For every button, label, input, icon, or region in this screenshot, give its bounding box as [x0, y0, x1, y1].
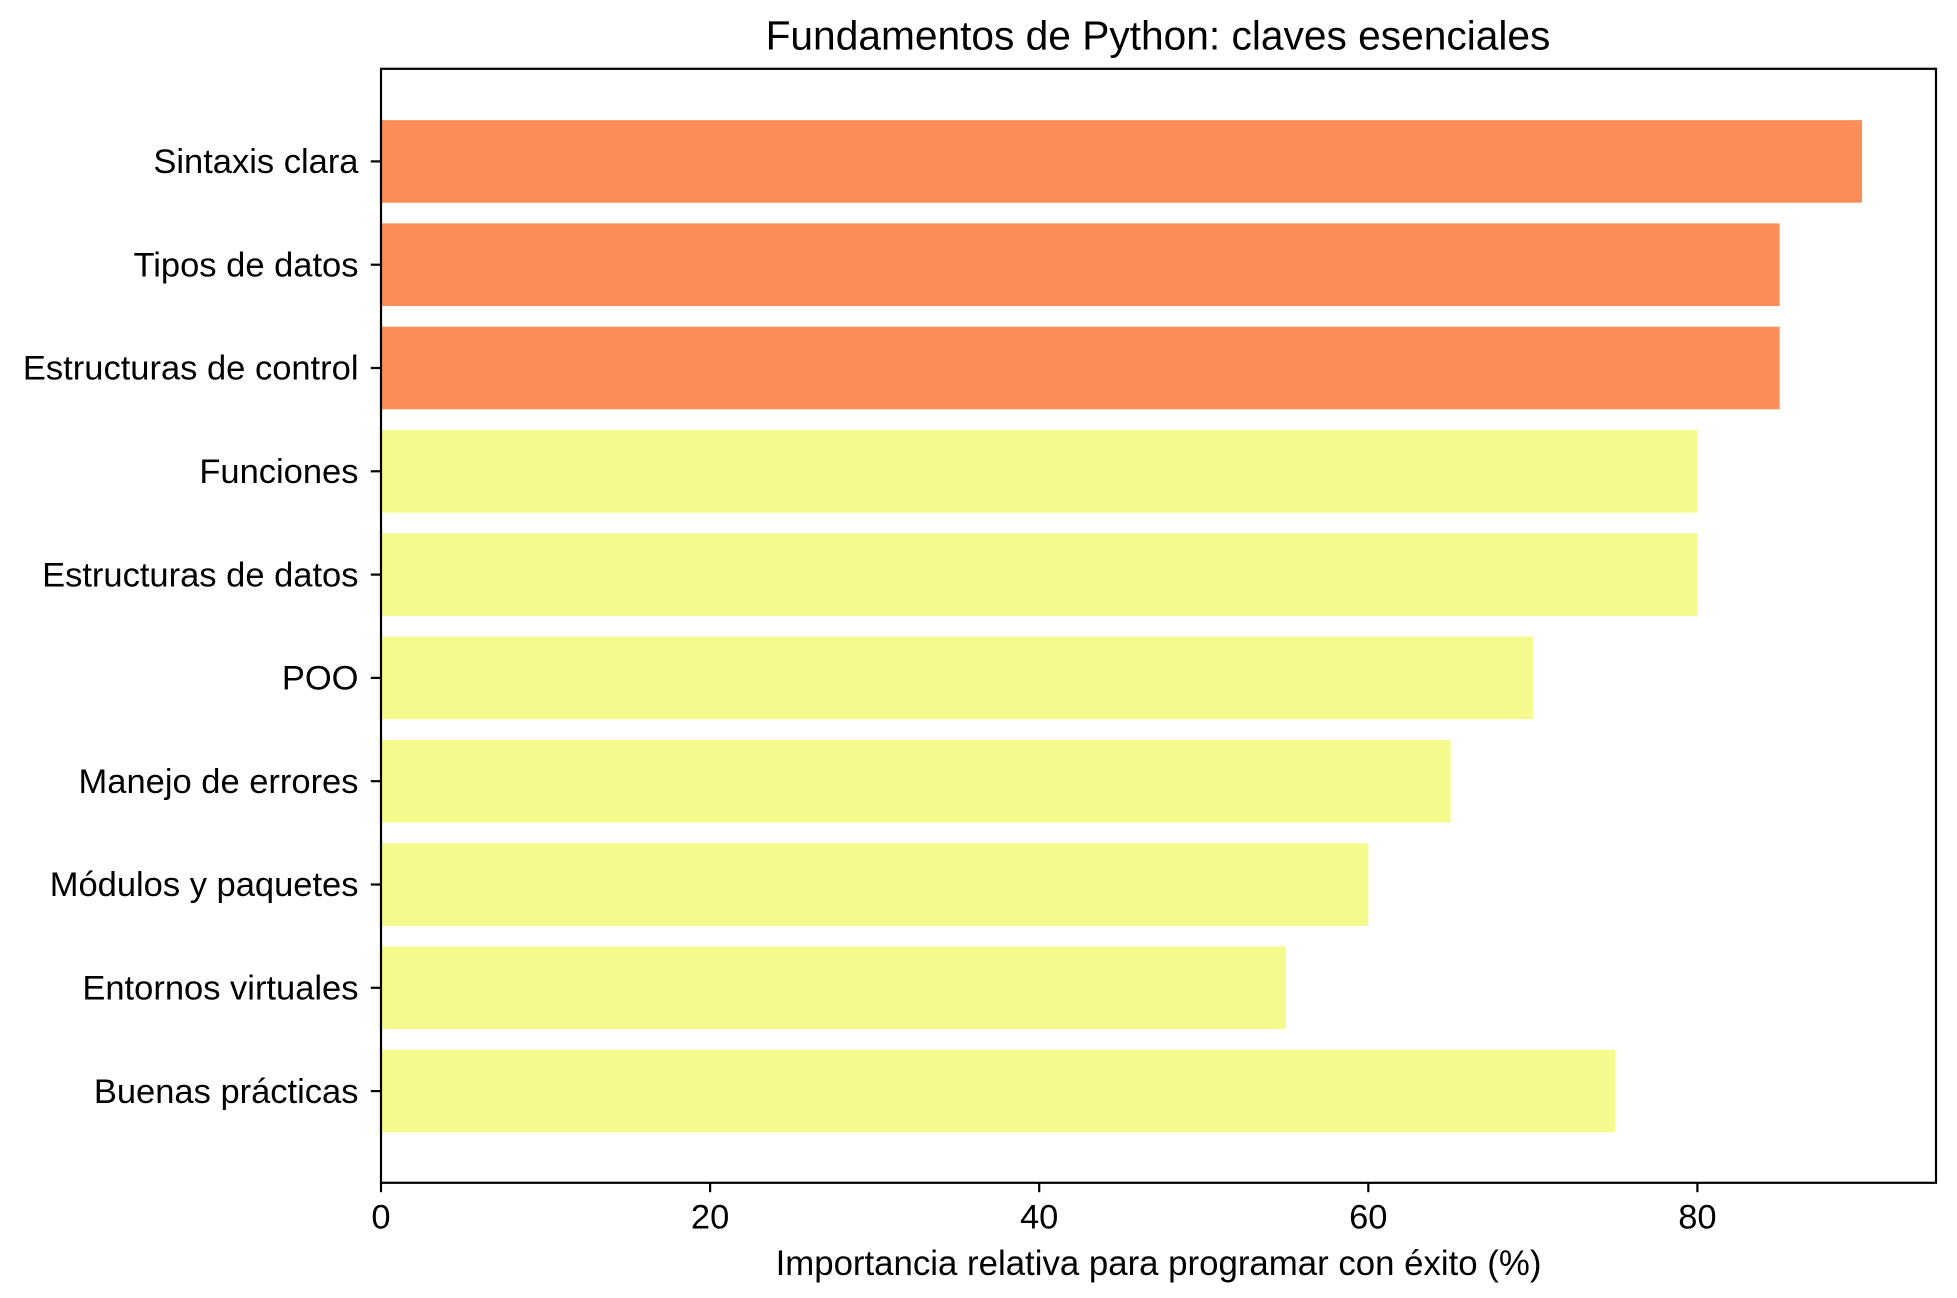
svg-text:Entornos virtuales: Entornos virtuales: [82, 970, 358, 1008]
svg-text:Buenas prácticas: Buenas prácticas: [94, 1073, 359, 1111]
svg-text:Funciones: Funciones: [199, 453, 358, 491]
svg-text:POO: POO: [282, 660, 359, 698]
svg-text:Importancia relativa para prog: Importancia relativa para programar con …: [776, 1244, 1542, 1283]
svg-text:80: 80: [1678, 1198, 1716, 1236]
svg-text:20: 20: [691, 1198, 729, 1236]
svg-text:40: 40: [1020, 1198, 1058, 1236]
svg-text:0: 0: [371, 1198, 390, 1236]
svg-text:Estructuras de datos: Estructuras de datos: [42, 556, 358, 594]
svg-text:Módulos y paquetes: Módulos y paquetes: [50, 866, 359, 904]
svg-text:Manejo de errores: Manejo de errores: [79, 763, 359, 801]
svg-text:Tipos de datos: Tipos de datos: [133, 246, 358, 284]
svg-text:Sintaxis clara: Sintaxis clara: [153, 143, 359, 181]
svg-text:Fundamentos de Python: claves: Fundamentos de Python: claves esenciales: [766, 13, 1551, 59]
svg-text:60: 60: [1349, 1198, 1387, 1236]
svg-text:Estructuras de control: Estructuras de control: [23, 350, 359, 388]
